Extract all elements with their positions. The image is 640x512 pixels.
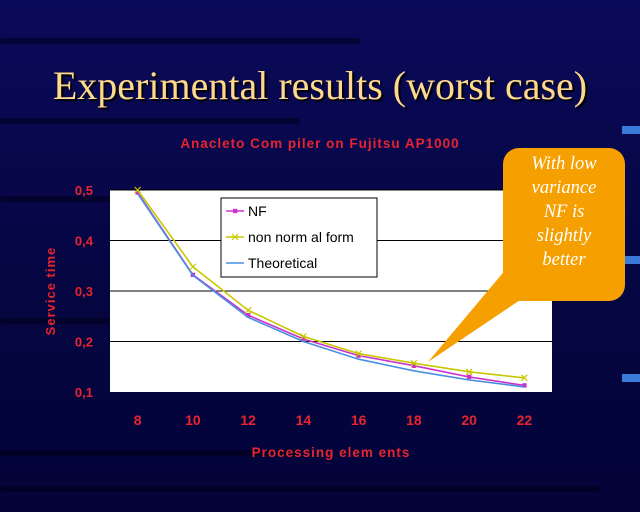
x-tick-label: 22	[517, 412, 533, 428]
background-stripe	[0, 38, 360, 44]
data-point	[411, 363, 417, 368]
x-tick-label: 20	[461, 412, 477, 428]
side-decoration	[622, 126, 640, 134]
data-point	[465, 368, 473, 376]
legend-marker	[231, 233, 239, 241]
legend: NF non norm al form Theoretical	[220, 197, 378, 278]
data-point	[301, 336, 306, 342]
data-point	[245, 313, 251, 318]
callout-line: variance	[531, 178, 597, 198]
legend-item: NF	[226, 203, 267, 219]
data-point-stroke	[410, 359, 418, 367]
x-tick-label: 8	[134, 412, 142, 428]
callout-line: better	[542, 250, 586, 270]
data-point-stroke	[465, 368, 473, 376]
legend-marker	[233, 208, 238, 214]
slide-title: Experimental results (worst case)	[52, 63, 588, 108]
chart-title: Anacleto Com piler on Fujitsu AP1000	[180, 136, 460, 151]
data-point	[135, 190, 140, 195]
x-tick-label: 14	[296, 412, 312, 428]
callout-line: slightly	[536, 226, 592, 246]
y-tick-label: 0,1	[75, 385, 93, 400]
y-axis-ticks: 0,1 0,2 0,3 0,4 0,5	[75, 183, 94, 400]
legend-label: non norm al form	[248, 229, 354, 245]
series-line	[136, 189, 525, 379]
y-tick-label: 0,4	[75, 234, 94, 249]
y-tick-label: 0,5	[75, 183, 93, 198]
callout-text: With low variance NF is slightly better	[505, 152, 623, 272]
side-decoration	[622, 256, 640, 264]
data-point-stroke	[189, 263, 197, 271]
legend-label: NF	[248, 203, 267, 219]
data-point-stroke	[244, 306, 252, 314]
y-tick-label: 0,2	[75, 335, 93, 350]
legend-item: non norm al form	[226, 229, 354, 245]
background-stripe	[0, 450, 300, 456]
callout	[428, 148, 625, 362]
background-stripe	[0, 118, 300, 124]
data-point	[189, 263, 197, 271]
data-point	[355, 350, 363, 358]
data-point	[520, 374, 528, 382]
data-point	[134, 186, 142, 194]
x-axis-label: Processing elem ents	[252, 445, 411, 460]
data-point	[244, 306, 252, 314]
data-point	[522, 383, 527, 388]
callout-line: NF is	[543, 202, 585, 222]
data-point	[410, 359, 418, 367]
data-point	[466, 374, 472, 380]
legend-label: Theoretical	[248, 255, 317, 271]
series-line	[136, 193, 525, 388]
y-tick-label: 0,3	[75, 284, 93, 299]
background-stripe	[0, 486, 600, 492]
callout-line: With low	[531, 154, 597, 174]
data-point-stroke	[355, 350, 363, 358]
x-axis-ticks: 8 10 12 14 16 18 20 22	[134, 412, 533, 428]
legend-item: Theoretical	[226, 255, 317, 271]
data-point	[299, 333, 307, 340]
x-tick-label: 16	[351, 412, 367, 428]
x-tick-label: 10	[185, 412, 201, 428]
data-point-stroke	[299, 333, 307, 340]
data-point-stroke	[134, 186, 142, 194]
series-layer	[134, 186, 528, 388]
callout-bubble	[503, 148, 625, 301]
x-tick-label: 18	[406, 412, 422, 428]
side-decoration	[622, 374, 640, 382]
data-point-stroke	[520, 374, 528, 382]
x-tick-label: 12	[240, 412, 256, 428]
legend-box	[220, 197, 378, 278]
y-axis-label: Service time	[43, 247, 58, 336]
data-point	[356, 353, 361, 358]
